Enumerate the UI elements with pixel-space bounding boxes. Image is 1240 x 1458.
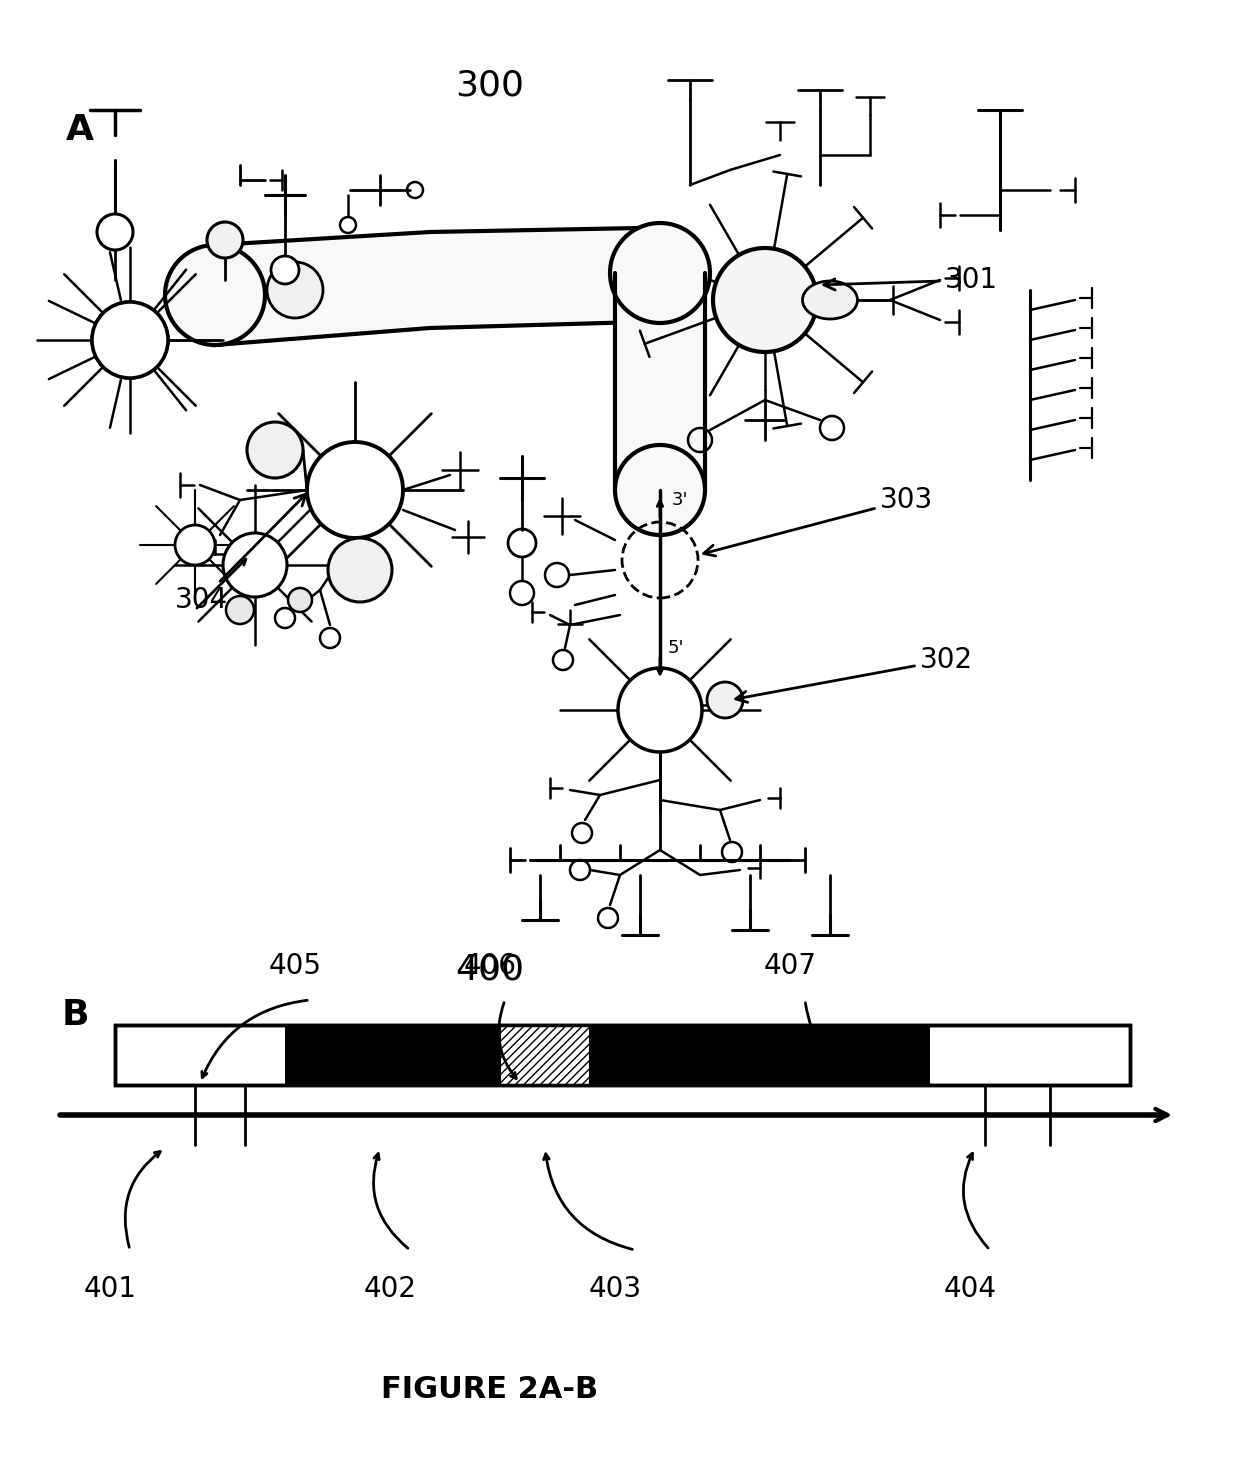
Circle shape: [618, 668, 702, 752]
Bar: [115, 1025, 1130, 1085]
Text: 3': 3': [672, 491, 688, 509]
Bar: [285, 1025, 500, 1085]
Text: A: A: [66, 114, 94, 147]
Text: 300: 300: [455, 69, 525, 102]
Circle shape: [272, 257, 299, 284]
Circle shape: [247, 421, 303, 478]
Circle shape: [707, 682, 743, 717]
Circle shape: [97, 214, 133, 249]
Text: 403: 403: [589, 1274, 641, 1303]
Text: B: B: [61, 997, 89, 1032]
Circle shape: [165, 245, 265, 346]
Circle shape: [92, 302, 167, 378]
Circle shape: [92, 302, 167, 378]
Text: 301: 301: [823, 265, 998, 295]
Polygon shape: [615, 273, 706, 490]
Text: 303: 303: [703, 486, 934, 555]
Text: 402: 402: [363, 1274, 417, 1303]
Text: 404: 404: [944, 1274, 997, 1303]
Circle shape: [267, 262, 322, 318]
Circle shape: [610, 223, 711, 324]
Circle shape: [223, 534, 286, 596]
Circle shape: [615, 445, 706, 535]
Text: 400: 400: [455, 954, 525, 987]
Text: 5': 5': [668, 639, 684, 658]
Circle shape: [713, 248, 817, 351]
Text: 405: 405: [269, 952, 321, 980]
Bar: [500, 1025, 590, 1085]
Circle shape: [288, 588, 312, 612]
Text: 407: 407: [764, 952, 816, 980]
Bar: [115, 1025, 1130, 1085]
Text: 302: 302: [735, 646, 973, 703]
Text: 304: 304: [175, 494, 306, 614]
Circle shape: [226, 596, 254, 624]
Circle shape: [329, 538, 392, 602]
Text: 401: 401: [83, 1274, 136, 1303]
Circle shape: [175, 525, 215, 566]
Text: 406: 406: [464, 952, 517, 980]
Polygon shape: [215, 227, 660, 346]
Circle shape: [308, 442, 403, 538]
Ellipse shape: [802, 281, 858, 319]
Text: FIGURE 2A-B: FIGURE 2A-B: [382, 1375, 599, 1404]
Circle shape: [207, 222, 243, 258]
Bar: [590, 1025, 930, 1085]
